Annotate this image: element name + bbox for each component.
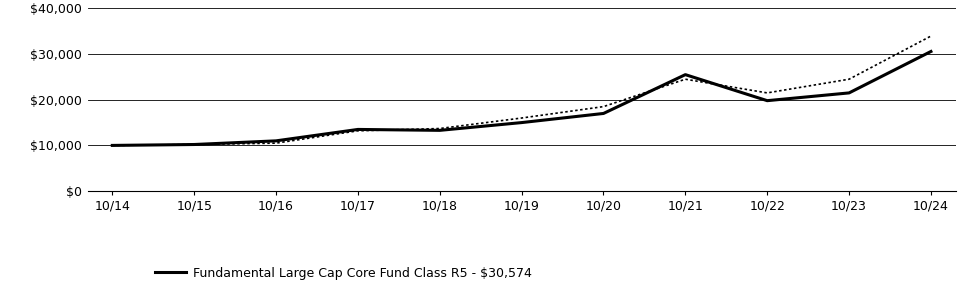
- S&P 500 Index - $33,950: [925, 34, 937, 38]
- S&P 500 Index - $33,950: [516, 116, 527, 120]
- Fundamental Large Cap Core Fund Class R5 - $30,574: [598, 112, 609, 115]
- Fundamental Large Cap Core Fund Class R5 - $30,574: [188, 143, 200, 146]
- Fundamental Large Cap Core Fund Class R5 - $30,574: [106, 144, 118, 147]
- Fundamental Large Cap Core Fund Class R5 - $30,574: [761, 99, 773, 102]
- S&P 500 Index - $33,950: [352, 129, 364, 133]
- Fundamental Large Cap Core Fund Class R5 - $30,574: [680, 73, 691, 76]
- Fundamental Large Cap Core Fund Class R5 - $30,574: [434, 129, 446, 132]
- Legend: Fundamental Large Cap Core Fund Class R5 - $30,574, S&P 500 Index - $33,950: Fundamental Large Cap Core Fund Class R5…: [155, 267, 532, 281]
- Fundamental Large Cap Core Fund Class R5 - $30,574: [270, 139, 282, 142]
- Fundamental Large Cap Core Fund Class R5 - $30,574: [352, 128, 364, 131]
- Line: Fundamental Large Cap Core Fund Class R5 - $30,574: Fundamental Large Cap Core Fund Class R5…: [112, 51, 931, 146]
- Line: S&P 500 Index - $33,950: S&P 500 Index - $33,950: [112, 36, 931, 146]
- S&P 500 Index - $33,950: [434, 127, 446, 130]
- S&P 500 Index - $33,950: [680, 78, 691, 81]
- S&P 500 Index - $33,950: [598, 105, 609, 108]
- Fundamental Large Cap Core Fund Class R5 - $30,574: [843, 91, 855, 95]
- Fundamental Large Cap Core Fund Class R5 - $30,574: [925, 50, 937, 53]
- S&P 500 Index - $33,950: [270, 141, 282, 145]
- S&P 500 Index - $33,950: [843, 78, 855, 81]
- Fundamental Large Cap Core Fund Class R5 - $30,574: [516, 121, 527, 124]
- S&P 500 Index - $33,950: [106, 144, 118, 147]
- S&P 500 Index - $33,950: [761, 91, 773, 95]
- S&P 500 Index - $33,950: [188, 143, 200, 146]
